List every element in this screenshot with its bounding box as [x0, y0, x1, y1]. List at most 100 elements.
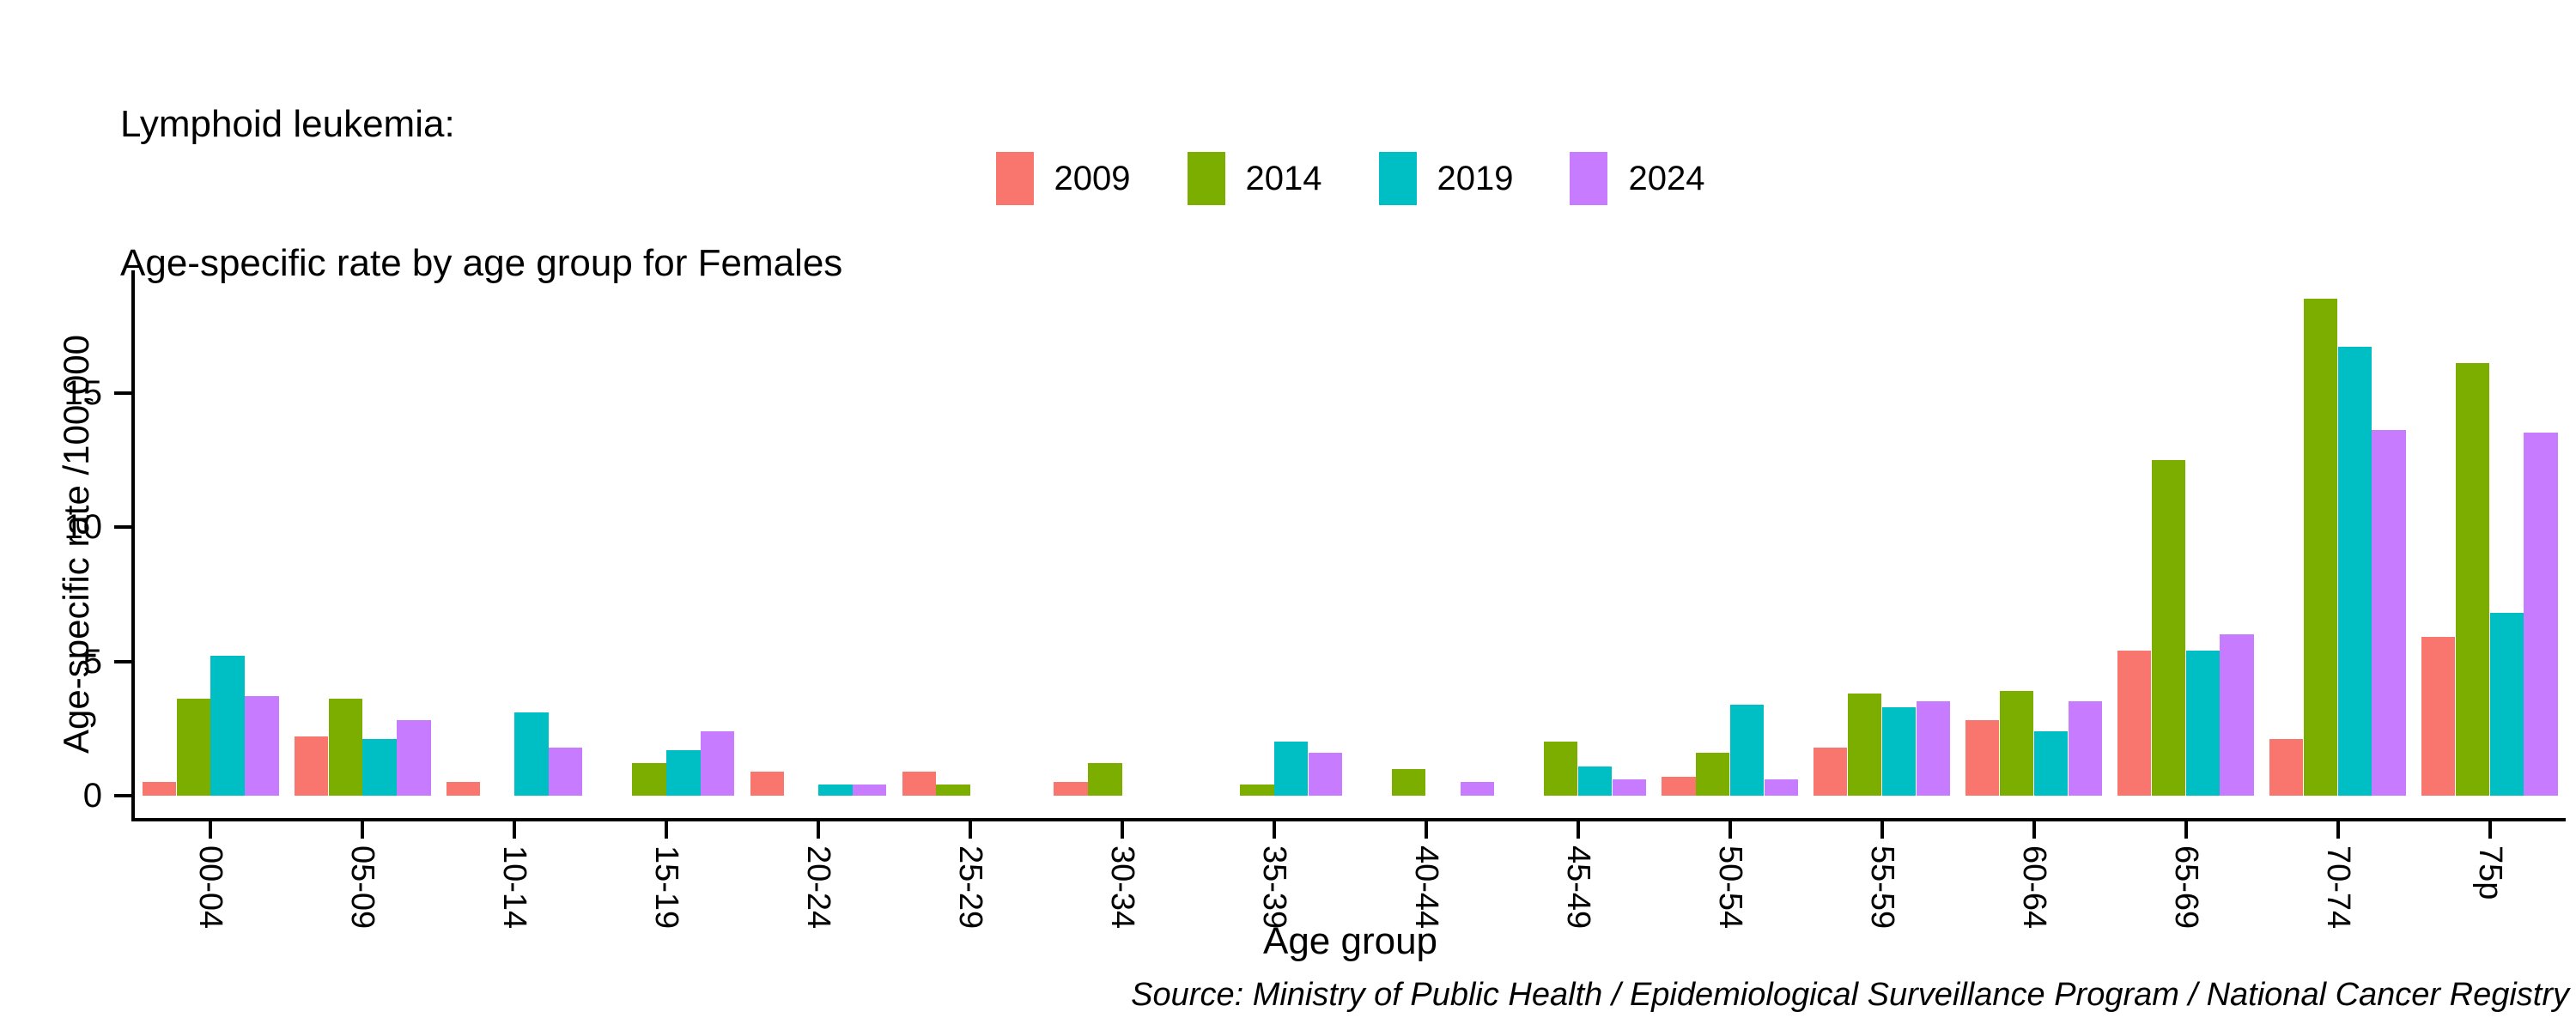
- source-note: Source: Ministry of Public Health / Epid…: [1131, 977, 2569, 1013]
- bar-2019-60-64: [2033, 730, 2069, 796]
- legend-swatch-2024: [1570, 152, 1608, 205]
- legend-label-2019: 2019: [1437, 159, 1514, 197]
- bar-2009-50-54: [1662, 777, 1696, 796]
- bar-2014-65-69: [2151, 459, 2186, 796]
- x-tick-label-45-49: 45-49: [1559, 845, 1596, 930]
- bar-2009-75p: [2421, 637, 2456, 796]
- bar-2009-55-59: [1814, 747, 1848, 796]
- bar-2009-30-34: [1054, 782, 1088, 796]
- bar-2014-25-29: [936, 785, 970, 796]
- bar-2014-45-49: [1544, 742, 1578, 796]
- x-tick-label-20-24: 20-24: [800, 845, 837, 930]
- legend-swatch-2014: [1187, 152, 1225, 205]
- bar-2014-70-74: [2303, 298, 2338, 796]
- x-tick-label-70-74: 70-74: [2319, 845, 2356, 930]
- bar-2024-10-14: [549, 747, 583, 796]
- bar-2019-05-09: [362, 739, 397, 796]
- x-tick-45-49: [1576, 821, 1580, 839]
- x-tick-label-05-09: 05-09: [344, 845, 381, 930]
- bar-2014-50-54: [1696, 752, 1730, 796]
- x-tick-25-29: [969, 821, 973, 839]
- bar-2009-25-29: [902, 771, 936, 796]
- legend-label-2024: 2024: [1628, 159, 1705, 197]
- y-tick-5: [114, 659, 131, 663]
- bar-2024-20-24: [853, 785, 887, 796]
- bar-2019-10-14: [514, 712, 549, 796]
- x-tick-15-19: [665, 821, 669, 839]
- bar-2019-55-59: [1881, 706, 1917, 796]
- bar-2024-45-49: [1612, 779, 1646, 796]
- x-tick-55-59: [1880, 821, 1884, 839]
- bar-2014-15-19: [632, 763, 666, 796]
- x-tick-label-50-54: 50-54: [1711, 845, 1748, 930]
- bar-2009-70-74: [2269, 739, 2304, 796]
- bar-2014-00-04: [176, 699, 210, 796]
- bar-2019-75p: [2489, 613, 2524, 796]
- bar-2024-00-04: [245, 696, 279, 796]
- y-tick-10: [114, 525, 131, 529]
- x-tick-65-69: [2184, 821, 2188, 839]
- bar-2019-50-54: [1729, 704, 1765, 796]
- chart-title: Lymphoid leukemia: Age-specific rate by …: [120, 9, 842, 379]
- x-tick-label-30-34: 30-34: [1104, 845, 1141, 930]
- x-tick-label-40-44: 40-44: [1407, 845, 1444, 930]
- chart-title-line1: Lymphoid leukemia:: [120, 103, 455, 145]
- y-tick-0: [114, 794, 131, 797]
- bar-2009-60-64: [1965, 720, 2000, 796]
- legend-label-2014: 2014: [1245, 159, 1322, 197]
- x-tick-30-34: [1121, 821, 1125, 839]
- bar-2009-65-69: [2117, 650, 2152, 796]
- bar-2024-40-44: [1460, 782, 1495, 796]
- bar-2024-50-54: [1764, 779, 1798, 796]
- x-tick-label-15-19: 15-19: [648, 845, 685, 930]
- bar-2019-20-24: [818, 785, 853, 796]
- bar-2009-10-14: [446, 782, 481, 796]
- legend-item-2024: 2024: [1570, 152, 1704, 205]
- bar-2019-65-69: [2185, 650, 2220, 796]
- bar-2019-00-04: [210, 656, 245, 796]
- bar-2024-35-39: [1308, 752, 1343, 796]
- x-axis-title: Age group: [1262, 920, 1438, 962]
- x-tick-00-04: [209, 821, 213, 839]
- bar-2014-30-34: [1088, 763, 1122, 796]
- x-axis-line: [131, 818, 2566, 821]
- x-tick-40-44: [1424, 821, 1428, 839]
- legend-swatch-2009: [995, 152, 1034, 205]
- bar-2019-35-39: [1274, 742, 1309, 796]
- bar-2009-05-09: [294, 736, 329, 796]
- bar-2019-15-19: [666, 749, 701, 796]
- legend-item-2014: 2014: [1187, 152, 1322, 205]
- bar-2019-45-49: [1577, 766, 1613, 796]
- x-tick-label-65-69: 65-69: [2167, 845, 2204, 930]
- bar-2024-15-19: [701, 730, 735, 796]
- x-tick-05-09: [361, 821, 365, 839]
- chart-title-line2: Age-specific rate by age group for Femal…: [120, 242, 843, 284]
- legend-label-2009: 2009: [1054, 159, 1131, 197]
- x-tick-label-75p: 75p: [2471, 845, 2508, 900]
- x-tick-label-00-04: 00-04: [192, 845, 229, 930]
- y-tick-15: [114, 391, 131, 395]
- y-tick-label-0: 0: [82, 777, 102, 815]
- x-tick-50-54: [1728, 821, 1732, 839]
- bar-2014-05-09: [328, 699, 362, 796]
- bar-2014-40-44: [1392, 768, 1426, 796]
- bar-2024-65-69: [2220, 634, 2254, 796]
- x-tick-label-60-64: 60-64: [2015, 845, 2052, 930]
- x-tick-label-55-59: 55-59: [1863, 845, 1900, 930]
- x-tick-label-25-29: 25-29: [952, 845, 989, 930]
- x-tick-70-74: [2336, 821, 2340, 839]
- x-tick-label-10-14: 10-14: [496, 845, 533, 930]
- bar-2019-70-74: [2337, 347, 2372, 796]
- x-tick-60-64: [2032, 821, 2036, 839]
- legend-item-2019: 2019: [1378, 152, 1514, 205]
- x-tick-20-24: [817, 821, 821, 839]
- legend-item-2009: 2009: [995, 152, 1131, 205]
- y-tick-label-5: 5: [82, 642, 102, 681]
- x-tick-label-35-39: 35-39: [1256, 845, 1293, 930]
- bar-2024-70-74: [2372, 430, 2406, 796]
- bar-2009-00-04: [142, 782, 177, 796]
- x-tick-75p: [2488, 821, 2492, 839]
- y-tick-label-15: 15: [64, 373, 103, 412]
